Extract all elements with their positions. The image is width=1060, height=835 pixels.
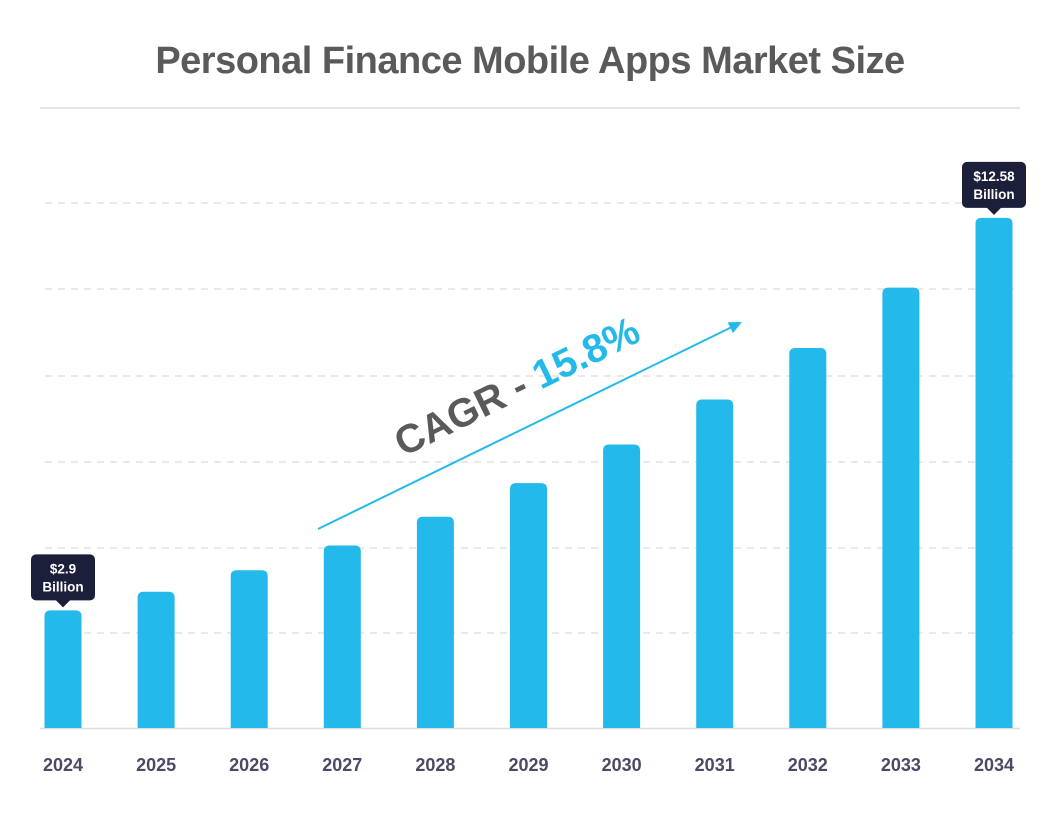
value-tags: $2.9 Billion $12.58 Billion (31, 161, 1026, 608)
bar-2024 (44, 610, 82, 728)
x-tick-label-2027: 2027 (322, 755, 362, 775)
cagr-arrowhead (727, 322, 742, 334)
bar-2027 (323, 545, 361, 728)
x-tick-label-2028: 2028 (415, 755, 455, 775)
tag-pointer (55, 599, 71, 608)
x-tick-label-2029: 2029 (508, 755, 548, 775)
x-tick-label-2033: 2033 (881, 755, 921, 775)
cagr-prefix: CAGR - (388, 358, 545, 465)
tag-value: $12.58 (973, 169, 1015, 184)
x-tick-label-2031: 2031 (695, 755, 735, 775)
bar-2025 (137, 591, 175, 728)
title-divider (40, 107, 1020, 109)
x-tick-label-2024: 2024 (43, 755, 83, 775)
tag-box (962, 161, 1026, 208)
bar-2033 (882, 287, 920, 728)
bars (44, 217, 1013, 728)
x-tick-label-2030: 2030 (602, 755, 642, 775)
bar-2034 (975, 217, 1013, 728)
bar-2029 (510, 483, 547, 728)
tag-unit: Billion (42, 579, 83, 594)
cagr-arrow-line (317, 325, 735, 530)
tag-unit: Billion (973, 187, 1014, 202)
x-tick-label-2034: 2034 (974, 755, 1014, 775)
value-tag-2024: $2.9 Billion (31, 554, 95, 608)
tag-value: $2.9 (50, 561, 76, 576)
x-tick-label-2025: 2025 (136, 755, 176, 775)
bar-2031 (696, 399, 734, 728)
tag-box (31, 554, 95, 601)
bar-2026 (230, 570, 268, 728)
tag-pointer (986, 206, 1002, 215)
bar-2030 (603, 444, 641, 728)
x-tick-label-2026: 2026 (229, 755, 269, 775)
x-axis-labels: 2024 2025 2026 2027 2028 2029 2030 2031 2032 2033… (43, 755, 1014, 775)
bar-2028 (416, 516, 454, 728)
cagr-value: 15.8% (525, 309, 646, 398)
chart-title: Personal Finance Mobile Apps Market Size (155, 40, 905, 82)
bar-2032 (789, 348, 827, 728)
x-tick-label-2032: 2032 (788, 755, 828, 775)
value-tag-2034: $12.58 Billion (962, 161, 1026, 215)
